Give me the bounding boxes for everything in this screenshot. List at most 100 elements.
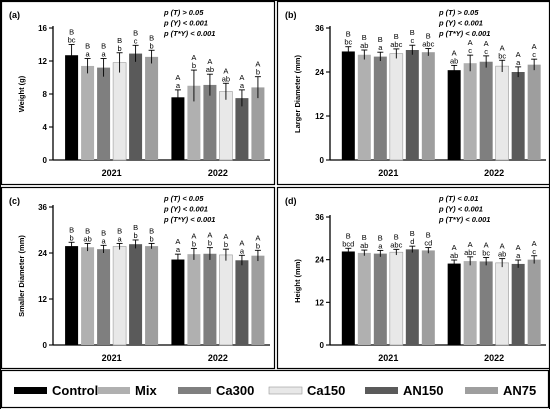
significance-letter-upper: B: [378, 35, 383, 44]
y-tick-label: 24: [38, 249, 47, 258]
significance-letter-upper: B: [378, 233, 383, 242]
panel-label: (b): [285, 10, 297, 20]
y-tick-label: 0: [43, 341, 48, 350]
bar-an75-2022: [251, 255, 265, 345]
significance-letter-upper: A: [484, 241, 489, 250]
significance-letter-upper: A: [239, 73, 244, 82]
bar-mix-2021: [81, 247, 95, 345]
significance-letter-lower: b: [150, 234, 154, 243]
bar-ca150-2021: [389, 251, 404, 346]
significance-letter-upper: A: [532, 42, 537, 51]
significance-letter-upper: A: [468, 240, 473, 249]
significance-letter-lower: a: [240, 246, 245, 255]
significance-letter-lower: c: [134, 36, 138, 45]
y-tick-label: 16: [38, 24, 47, 33]
x-category-label: 2021: [378, 353, 398, 363]
y-tick-label: 12: [38, 57, 47, 66]
significance-letter-upper: A: [452, 243, 457, 252]
significance-letter-lower: a: [176, 245, 181, 254]
bar-an75-2021: [145, 246, 159, 345]
significance-letter-upper: A: [452, 48, 457, 57]
panel-label: (d): [285, 196, 297, 206]
bar-an150-2021: [405, 50, 419, 160]
significance-letter-upper: A: [532, 239, 537, 248]
x-category-label: 2022: [208, 168, 228, 178]
bar-ca300-2021: [97, 249, 111, 345]
significance-letter-upper: B: [133, 223, 138, 232]
significance-letter-upper: B: [117, 36, 122, 45]
y-tick-label: 0: [43, 156, 48, 165]
x-category-label: 2022: [484, 353, 504, 363]
p-value-annotation: p (T*Y) < 0.001: [438, 215, 490, 224]
y-tick-label: 24: [315, 256, 324, 265]
p-value-annotation: p (T) > 0.05: [163, 8, 204, 17]
y-tick-label: 0: [320, 341, 325, 350]
bar-an75-2021: [421, 52, 435, 161]
p-value-annotation: p (T*Y) < 0.001: [163, 29, 215, 38]
significance-letter-lower: a: [86, 50, 91, 59]
significance-letter-upper: B: [133, 28, 138, 37]
significance-letter-lower: a: [102, 50, 107, 59]
significance-letter-lower: cd: [424, 239, 432, 248]
significance-letter-upper: A: [207, 231, 212, 240]
bar-an150-2022: [511, 263, 525, 345]
significance-letter-upper: B: [410, 28, 415, 37]
bar-ca300-2022: [479, 61, 493, 160]
significance-letter-upper: B: [117, 226, 122, 235]
significance-letter-lower: bc: [498, 51, 506, 60]
significance-letter-lower: ab: [222, 74, 230, 83]
bar-control-2022: [171, 97, 185, 160]
significance-letter-lower: ab: [360, 241, 368, 250]
bar-mix-2022: [463, 63, 477, 161]
panel-label: (c): [9, 196, 20, 206]
significance-letter-upper: B: [426, 231, 431, 240]
significance-letter-upper: A: [500, 242, 505, 251]
bar-control-2022: [447, 263, 461, 345]
bar-an75-2022: [527, 64, 541, 160]
significance-letter-upper: B: [149, 33, 154, 42]
legend-label-ca150: Ca150: [307, 383, 345, 398]
bar-an150-2022: [235, 260, 249, 345]
significance-letter-lower: c: [410, 36, 414, 45]
significance-letter-lower: c: [484, 47, 488, 56]
bar-an75-2021: [421, 250, 435, 345]
panel-label: (a): [9, 10, 20, 20]
significance-letter-lower: a: [102, 236, 107, 245]
significance-letter-upper: A: [191, 231, 196, 240]
significance-letter-upper: A: [255, 60, 260, 69]
significance-letter-lower: b: [192, 61, 196, 70]
significance-letter-upper: A: [223, 66, 228, 75]
significance-letter-lower: abc: [422, 40, 434, 49]
significance-letter-upper: A: [207, 57, 212, 66]
significance-letter-upper: B: [101, 42, 106, 51]
legend: Control Mix Ca300 Ca150 AN150 AN75: [0, 369, 550, 409]
bar-ca300-2021: [97, 67, 111, 160]
bar-mix-2021: [357, 252, 371, 345]
p-value-annotation: p (T*Y) < 0.001: [163, 215, 215, 224]
significance-letter-lower: b: [256, 241, 260, 250]
significance-letter-upper: A: [516, 243, 521, 252]
significance-letter-lower: a: [378, 241, 383, 250]
x-category-label: 2022: [208, 353, 228, 363]
bar-ca300-2022: [479, 261, 493, 345]
legend-label-an150: AN150: [403, 383, 443, 398]
significance-letter-lower: b: [134, 231, 138, 240]
bar-control-2021: [341, 51, 355, 160]
significance-letter-upper: B: [85, 226, 90, 235]
bar-mix-2021: [81, 65, 95, 160]
p-value-annotation: p (Y) < 0.001: [163, 19, 208, 28]
significance-letter-upper: B: [362, 233, 367, 242]
legend-label-mix: Mix: [135, 383, 157, 398]
legend-label-an75: AN75: [503, 383, 536, 398]
x-category-label: 2021: [102, 168, 122, 178]
bar-control-2021: [341, 251, 355, 345]
significance-letter-lower: a: [240, 81, 245, 90]
panel-frame: [0, 186, 276, 370]
bar-control-2022: [171, 259, 185, 345]
legend-swatch-an75: [465, 387, 498, 394]
significance-letter-upper: B: [69, 225, 74, 234]
p-value-annotation: p (T*Y) < 0.001: [438, 29, 490, 38]
